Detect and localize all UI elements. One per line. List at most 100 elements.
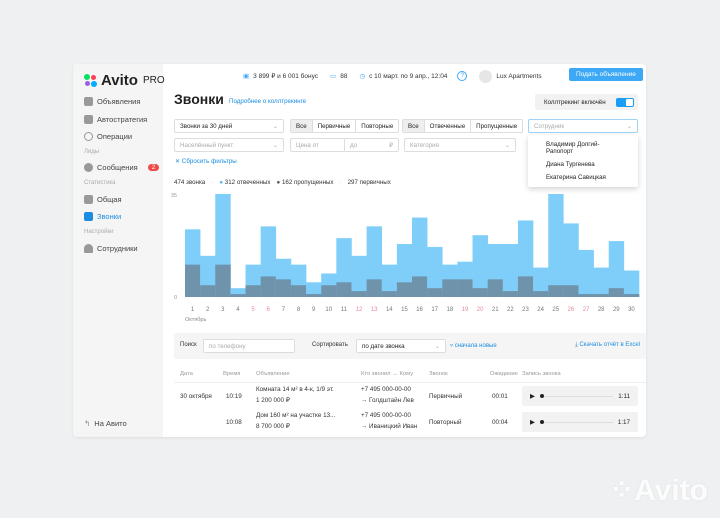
call-time: 10:08	[226, 419, 242, 426]
calltracking-toggle[interactable]	[616, 97, 634, 107]
x-tick-label: 6	[267, 307, 271, 313]
city-select[interactable]: Населённый пункт ⌄	[174, 138, 284, 152]
sidebar-item-messages[interactable]: Сообщения 2	[84, 163, 160, 172]
currency-sign: ₽	[389, 141, 393, 149]
bar-total-4	[230, 288, 246, 297]
ad-title[interactable]: Комната 14 м² в 4-к, 1/9 эт.	[256, 386, 334, 393]
sort-select[interactable]: по дате звонка ⌄	[356, 339, 446, 353]
sidebar-item-calls[interactable]: Звонки	[84, 212, 121, 221]
listing-icon: ▭	[330, 73, 337, 80]
call-type-segmented: Все Первичные Повторные	[290, 119, 400, 133]
table-row[interactable]: 30 октября 10:19 Комната 14 м² в 4-к, 1/…	[174, 383, 646, 409]
seek-slider[interactable]	[539, 394, 614, 398]
sidebar-item-general[interactable]: Общая	[84, 195, 122, 204]
bar-missed-6	[260, 276, 277, 297]
chevron-down-icon: ⌄	[434, 342, 440, 350]
period-value: Звонки за 30 дней	[180, 122, 233, 130]
sidebar-item-label: Автостратегия	[97, 115, 148, 124]
answered-count: 312 отвеченных	[224, 179, 271, 186]
table-row[interactable]: 10:08 Дом 160 м² на участке 13... 8 700 …	[174, 409, 646, 435]
sidebar-item-label: Общая	[97, 195, 122, 204]
sidebar-item-operations[interactable]: Операции	[84, 132, 132, 141]
calltracking-info-link[interactable]: Подробнее о коллтрекинге	[229, 98, 307, 105]
logo[interactable]: Avito PRO	[84, 72, 165, 89]
employee-option[interactable]: Екатерина Савицкая	[546, 174, 606, 181]
balance[interactable]: 3 899 ₽ и 6 001 бонус	[253, 73, 319, 80]
download-excel-link[interactable]: ⤓ Скачать отчёт в Excel	[575, 342, 640, 349]
price-from-placeholder: Цена от	[296, 141, 319, 149]
account-name[interactable]: Lux Apartments	[496, 72, 542, 80]
type-all[interactable]: Все	[291, 120, 312, 132]
status-all[interactable]: Все	[403, 120, 424, 132]
primary-count: 297 первичных	[347, 179, 391, 186]
sidebar: Avito PRO Объявления Автостратегия Операц…	[73, 64, 165, 437]
call-recording-player: ▶ 1:17	[522, 412, 638, 432]
section-stats: Статистика	[84, 180, 116, 186]
chevron-down-icon: ⌄	[272, 122, 278, 130]
bar-missed-5	[245, 285, 261, 297]
x-tick-label: 24	[537, 307, 544, 313]
category-select[interactable]: Категория ⌄	[404, 138, 516, 152]
bar-missed-15	[396, 282, 413, 297]
calltracking-label: Коллтрекинг включён	[544, 98, 606, 106]
play-icon[interactable]: ▶	[530, 392, 535, 400]
sidebar-item-autostrategy[interactable]: Автостратегия	[84, 115, 147, 124]
callee-name: → Голдштайн Лев	[361, 397, 414, 404]
help-icon[interactable]: ?	[457, 71, 468, 81]
employee-option[interactable]: Диана Тургенева	[546, 161, 595, 168]
bar-total-28	[593, 267, 610, 297]
download-icon: ⤓	[575, 342, 580, 348]
back-to-avito-link[interactable]: ↰ На Авито	[84, 419, 127, 428]
bar-total-22	[502, 244, 519, 297]
play-icon[interactable]: ▶	[530, 418, 535, 426]
table-toolbar: Поиск по телефону Сортировать по дате зв…	[174, 333, 646, 359]
bar-missed-22	[502, 291, 519, 297]
seek-slider[interactable]	[539, 420, 613, 424]
reset-label: Сбросить фильтры	[181, 158, 237, 165]
x-tick-label: 10	[325, 307, 332, 313]
column-header: Ожидание	[490, 371, 518, 377]
price-to-input[interactable]: до ₽	[344, 138, 399, 152]
x-tick-label: 19	[462, 307, 469, 313]
x-tick-label: 16	[416, 307, 423, 313]
bar-missed-2	[200, 285, 216, 297]
status-missed[interactable]: Пропущенные	[470, 120, 522, 132]
caller-phone: +7 495 000-00-00	[361, 386, 411, 393]
page-title: Звонки	[174, 91, 224, 107]
table-header: Дата Время Объявление Кто звонил → Кому Звон…	[174, 369, 646, 383]
type-repeat[interactable]: Повторные	[355, 120, 398, 132]
search-input[interactable]: по телефону	[203, 339, 295, 353]
x-tick-label: 5	[251, 307, 255, 313]
type-primary[interactable]: Первичные	[311, 120, 356, 132]
x-tick-label: 28	[598, 307, 605, 313]
recording-duration: 1:11	[618, 392, 630, 400]
tariff-period[interactable]: с 10 март. по 9 апр., 12:04	[369, 72, 448, 80]
sidebar-item-label: Сообщения	[97, 163, 138, 172]
x-tick-label: 13	[371, 307, 378, 313]
reset-filters-link[interactable]: ✕ Сбросить фильтры	[175, 158, 237, 165]
x-tick-label: 30	[628, 307, 635, 313]
listing-count[interactable]: 88	[340, 72, 348, 80]
section-leads: Лиды	[84, 149, 100, 155]
bar-missed-29	[608, 288, 625, 297]
avatar[interactable]	[479, 69, 493, 83]
period-select[interactable]: Звонки за 30 дней ⌄	[174, 119, 284, 133]
employee-select[interactable]: Сотрудник ⌄	[528, 119, 638, 133]
post-ad-button[interactable]: Подать объявление	[569, 68, 643, 81]
sort-order-button[interactable]: ▿ сначала новые	[450, 342, 497, 349]
back-label: На Авито	[94, 419, 127, 428]
category-placeholder: Категория	[410, 141, 439, 149]
bar-missed-24	[533, 291, 549, 297]
employee-option[interactable]: Владимир Долгий-Рапопорт	[546, 141, 600, 155]
call-date: 30 октября	[180, 393, 212, 400]
sidebar-item-ads[interactable]: Объявления	[84, 97, 140, 106]
bar-total-11	[336, 238, 352, 297]
logo-suffix: PRO	[142, 75, 165, 86]
bar-missed-8	[290, 285, 307, 297]
bar-total-30	[623, 270, 640, 297]
ad-title[interactable]: Дом 160 м² на участке 13...	[256, 412, 336, 419]
sidebar-item-employees[interactable]: Сотрудники	[84, 244, 138, 253]
return-arrow-icon: ↰	[84, 419, 91, 428]
price-from-input[interactable]: Цена от	[290, 138, 345, 152]
status-answered[interactable]: Отвеченные	[423, 120, 471, 132]
